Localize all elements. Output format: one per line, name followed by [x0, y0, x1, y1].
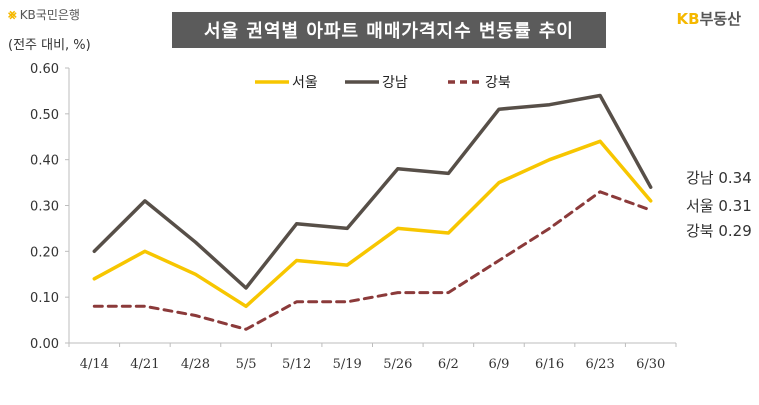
legend-label-강북: 강북 — [485, 75, 511, 91]
kb-realestate-logo: KB부동산 — [677, 8, 741, 29]
y-tick-label: 0.50 — [30, 108, 59, 123]
series-line-강남 — [92, 93, 653, 290]
x-tick-label: 5/19 — [333, 357, 362, 372]
y-tick-label: 0.10 — [30, 291, 59, 306]
end-label-강북: 강북 0.29 — [686, 222, 752, 240]
legend-label-서울: 서울 — [292, 75, 318, 91]
y-tick-label: 0.00 — [30, 337, 59, 352]
end-label-서울: 서울 0.31 — [686, 197, 752, 215]
x-tick-label: 4/21 — [130, 357, 159, 372]
kb-bank-logo-text: KB국민은행 — [19, 8, 80, 22]
chart-title: 서울 권역별 아파트 매매가격지수 변동률 추이 — [172, 12, 606, 48]
x-tick-label: 4/14 — [80, 357, 109, 372]
x-tick-label: 5/26 — [383, 357, 412, 372]
end-label-강남: 강남 0.34 — [686, 169, 752, 187]
x-tick-label: 6/23 — [586, 357, 615, 372]
x-tick-label: 6/2 — [438, 357, 459, 372]
series-line-서울 — [92, 139, 653, 309]
kb-star-icon: ⨳ — [8, 6, 17, 23]
y-tick-label: 0.60 — [30, 62, 59, 77]
legend-label-강남: 강남 — [382, 75, 408, 91]
x-tick-label: 4/28 — [181, 357, 210, 372]
kb-realestate-logo-text: 부동산 — [699, 10, 741, 28]
x-tick-label: 6/30 — [636, 357, 665, 372]
y-tick-label: 0.30 — [30, 200, 59, 215]
kb-bank-logo: ⨳ KB국민은행 — [8, 6, 80, 23]
x-tick-label: 5/5 — [236, 357, 257, 372]
y-tick-label: 0.40 — [30, 154, 59, 169]
kb-realestate-logo-kb: KB — [676, 10, 700, 28]
unit-label: (전주 대비, %) — [8, 38, 91, 53]
y-tick-label: 0.20 — [30, 245, 59, 260]
x-tick-label: 6/16 — [535, 357, 564, 372]
x-tick-label: 6/9 — [488, 357, 509, 372]
series-line-강북 — [92, 190, 653, 331]
x-tick-label: 5/12 — [282, 357, 311, 372]
